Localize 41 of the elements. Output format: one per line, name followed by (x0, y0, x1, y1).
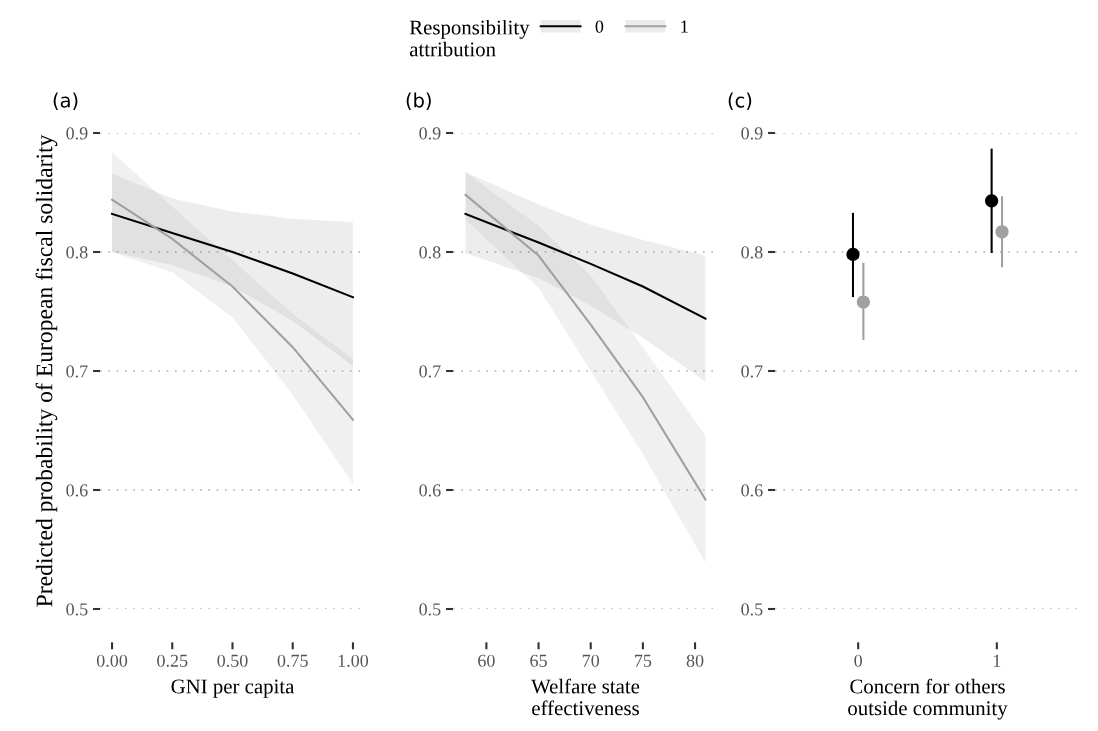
y-tick-label: 0.9 (66, 127, 88, 140)
y-tick-label: 0.8 (741, 246, 763, 259)
y-tick-label: 0.8 (66, 246, 88, 259)
y-tick-label: 0.7 (66, 365, 88, 378)
y-tick-label: 0.6 (66, 484, 88, 497)
x-tick-label: 65 (530, 654, 547, 667)
x-axis-title: GNI per capita (171, 679, 295, 698)
y-tick-label: 0.5 (66, 603, 88, 616)
line-series (111, 212, 354, 299)
x-tick-label: 60 (478, 654, 495, 667)
chart-title: (b) (406, 92, 431, 110)
x-tick-label: 75 (635, 654, 652, 667)
y-tick-label: 0.6 (741, 484, 763, 497)
y-tick-label: 0.9 (741, 127, 763, 140)
x-tick-label: 1.00 (338, 654, 369, 667)
y-tick-label: 0.5 (419, 603, 441, 616)
legend-label: 0 (595, 20, 604, 33)
y-tick-label: 0.9 (419, 127, 441, 140)
x-tick-label: 0.25 (157, 654, 188, 667)
x-tick-label: 1 (993, 654, 1001, 667)
line-series (464, 212, 707, 320)
y-tick-label: 0.7 (741, 365, 763, 378)
chart-title: (c) (728, 92, 752, 110)
x-axis-title: Concern for others outside community (848, 678, 1008, 720)
y-tick-label: 0.6 (419, 484, 441, 497)
y-tick-label: 0.8 (419, 246, 441, 259)
legend-label: 1 (681, 20, 688, 33)
x-tick-label: 0.50 (217, 654, 248, 667)
x-tick-label: 80 (686, 654, 704, 667)
x-tick-label: 0.75 (277, 654, 308, 667)
chart-title: (a) (53, 92, 78, 110)
line-series (111, 198, 354, 421)
y-tick-label: 0.7 (419, 365, 441, 378)
line-series (464, 193, 707, 501)
x-tick-label: 70 (582, 654, 600, 667)
y-tick-label: 0.5 (741, 603, 763, 616)
x-tick-label: 0 (854, 654, 863, 667)
y-axis-title: Predicted probability of European fiscal solidarity (35, 134, 58, 607)
x-axis-title: Welfare state effectiveness (531, 678, 640, 716)
legend-title: Responsibility attribution (409, 19, 530, 57)
x-tick-label: 0.00 (96, 654, 128, 667)
